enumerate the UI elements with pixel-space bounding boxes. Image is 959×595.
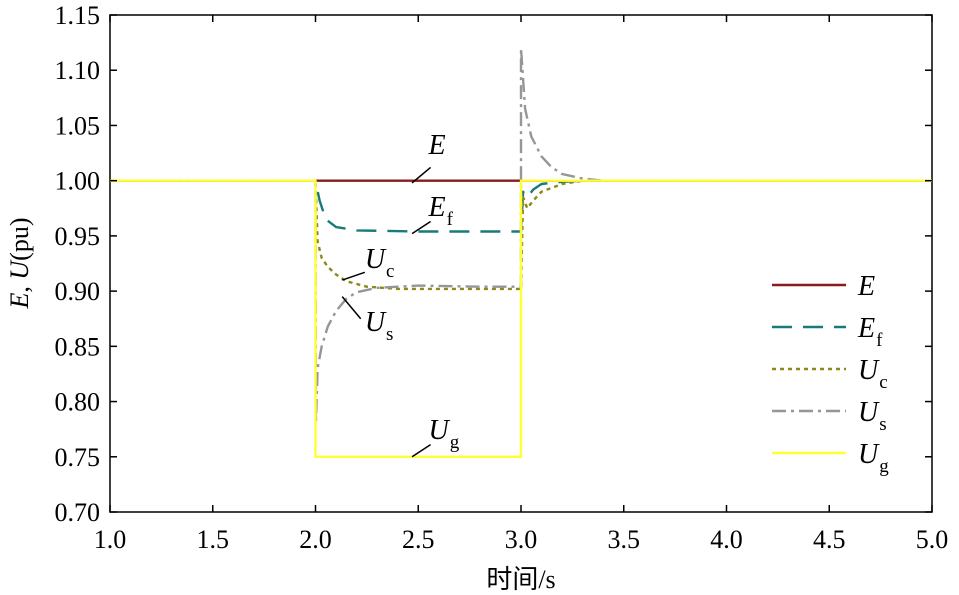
series-line-Ug [110,179,932,458]
legend-label-Us: Us [858,397,887,435]
annotation-label: Ef [428,192,454,230]
y-tick-label: 1.15 [55,1,101,30]
annotation-label-sub: g [450,432,460,453]
x-tick-label: 2.0 [299,525,332,554]
y-tick-label: 0.70 [55,498,101,527]
x-tick-label: 1.0 [94,525,127,554]
y-axis-label-var2: U [5,259,34,280]
y-tick-label: 0.85 [55,332,101,361]
x-axis-label: 时间/s [486,565,555,594]
annotation-label: Us [365,307,394,345]
legend-label-sub: f [876,330,883,351]
legend-label-sub: c [879,372,887,393]
y-tick-label: 0.90 [55,277,101,306]
annotation-leader-line [341,296,362,320]
annotation-leader-line [411,220,431,235]
y-axis: 0.70 0.75 0.80 0.85 0.90 0.95 1.00 1.05 1.10 1.15 [55,1,932,527]
annotation-label-sub: s [386,324,393,345]
annotation-label-main: U [365,307,387,338]
series-layer [110,46,932,458]
legend-label-main: U [858,397,880,428]
y-tick-label: 0.75 [55,443,101,472]
y-tick-label: 0.80 [55,388,101,417]
legend-label-sub: g [879,456,889,477]
legend-label-main: E [857,313,875,344]
y-tick-label: 1.10 [55,56,101,85]
y-tick-label: 1.05 [55,111,101,140]
annotation-label-main: U [365,244,387,275]
x-tick-label: 1.5 [197,525,230,554]
x-tick-label: 2.5 [402,525,435,554]
series-line-Us [110,46,932,425]
legend-label-main: U [858,355,880,386]
legend-label-sub: s [879,414,886,435]
legend-label-E: E [857,271,875,302]
annotation-leader-line [341,271,366,281]
legend-label-Uc: Uc [858,355,888,393]
annotation-label-main: U [429,415,451,446]
y-tick-label: 1.00 [55,167,101,196]
x-axis: 1.0 1.5 2.0 2.5 3.0 3.5 4.0 4.5 5.0 [94,15,949,554]
annotation-label: Ug [429,415,460,453]
y-tick-label: 0.95 [55,222,101,251]
y-axis-label-unit: (pu) [5,218,34,261]
legend-label-main: U [858,439,880,470]
legend-label-Ug: Ug [858,439,889,477]
annotation-label-main: E [428,192,446,223]
legend-label-main: E [857,271,875,302]
x-tick-label: 5.0 [916,525,949,554]
y-axis-label-sep: , [5,280,34,293]
annotation-leader-line [411,444,431,458]
x-tick-label: 3.0 [505,525,538,554]
legend-label-Ef: Ef [857,313,883,351]
x-tick-label: 4.0 [710,525,743,554]
x-tick-label: 4.5 [813,525,846,554]
series-line-Uc [110,179,932,291]
annotation-label-sub: f [447,209,454,230]
annotation-label-main: E [428,130,446,161]
y-axis-label-var1: E [5,293,34,310]
annotation-label-sub: c [386,261,394,282]
x-tick-label: 3.5 [608,525,641,554]
annotation-leader-line [411,166,432,184]
annotation-label: E [428,130,446,161]
annotation-label: Uc [365,244,395,282]
y-axis-label: E, U(pu) [5,218,34,310]
